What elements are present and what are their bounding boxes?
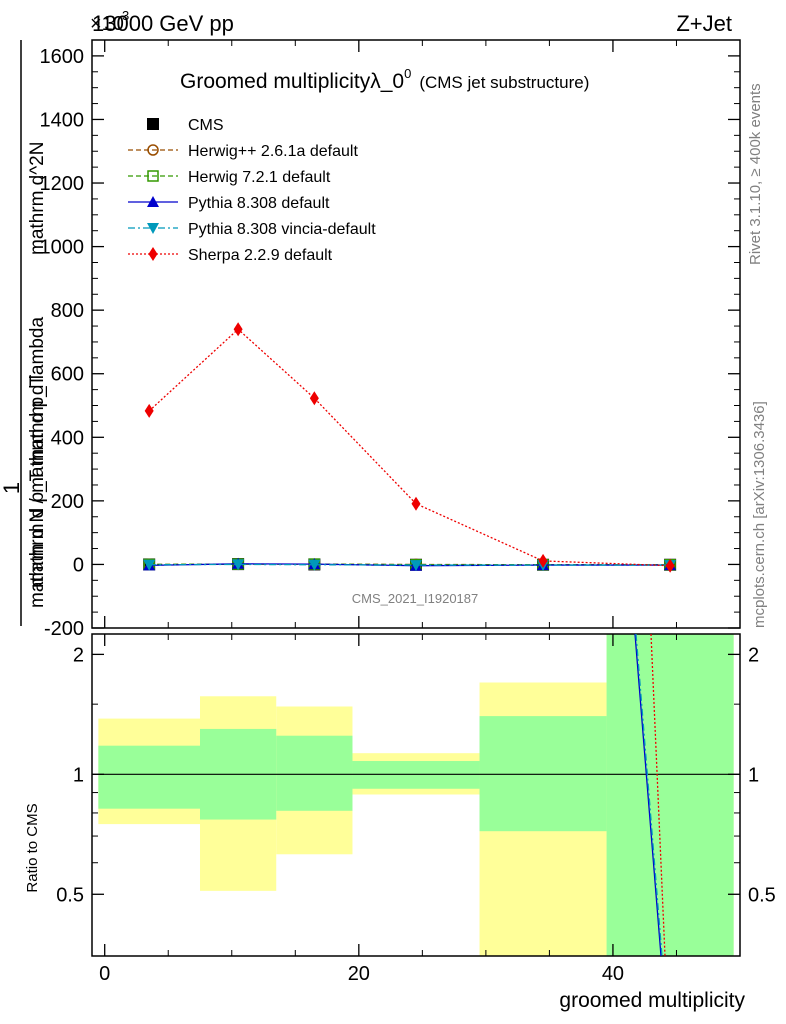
series-sherpa-2-2-9-default bbox=[144, 322, 675, 573]
data-point bbox=[411, 496, 421, 511]
y-tick-label: -200 bbox=[44, 618, 84, 640]
rivet-label: Rivet 3.1.10, ≥ 400k events bbox=[747, 83, 764, 265]
y-tick-label: 1600 bbox=[40, 46, 85, 68]
exponent-power: 3 bbox=[122, 8, 129, 23]
data-point bbox=[143, 559, 156, 571]
y-label-num: mathrm d^2N bbox=[27, 142, 48, 255]
ratio-tick-label: 0.5 bbox=[748, 884, 776, 906]
x-tick-label: 20 bbox=[348, 963, 370, 985]
ratio-tick-label: 0.5 bbox=[56, 884, 84, 906]
chart-title: Groomed multiplicityλ_00 (CMS jet substru… bbox=[180, 66, 589, 93]
mcplots-label: mcplots.cern.ch [arXiv:1306.3436] bbox=[751, 401, 768, 628]
y-tick-label: 800 bbox=[51, 300, 84, 322]
y-axis-label: 1 mathrm d N / mathrm d p_T mathrm d^2N … bbox=[0, 40, 48, 626]
ratio-line-sherpa bbox=[650, 633, 666, 957]
data-point bbox=[410, 560, 422, 572]
ratio-band-green bbox=[276, 735, 353, 811]
data-point bbox=[233, 322, 243, 337]
y-label-one: 1 bbox=[0, 482, 24, 494]
process-label: Z+Jet bbox=[676, 11, 732, 36]
data-point bbox=[665, 558, 675, 573]
data-point bbox=[309, 391, 319, 406]
x-tick-label: 0 bbox=[99, 963, 110, 985]
ratio-band-green bbox=[606, 634, 734, 956]
legend-label: Sherpa 2.2.9 default bbox=[188, 247, 333, 264]
x-tick-label: 40 bbox=[602, 963, 624, 985]
ratio-band-green bbox=[479, 716, 607, 832]
energy-label: 13000 GeV pp bbox=[92, 11, 234, 36]
ratio-line-vincia bbox=[635, 633, 663, 957]
legend-label: Herwig 7.2.1 default bbox=[188, 169, 331, 186]
data-point bbox=[144, 403, 154, 418]
legend: CMS Herwig++ 2.6.1a default Herwig 7.2.1 d… bbox=[128, 117, 376, 264]
legend-marker bbox=[147, 144, 159, 156]
y-tick-label: 1400 bbox=[40, 109, 85, 131]
data-point bbox=[538, 553, 548, 568]
legend-entry: Herwig++ 2.6.1a default bbox=[128, 143, 358, 160]
legend-entry: CMS bbox=[147, 117, 224, 134]
legend-marker bbox=[147, 223, 159, 234]
y-tick-label: 400 bbox=[51, 427, 84, 449]
y-label-d2: mathrm d p_T mathrm d lambda bbox=[27, 317, 48, 588]
y-label-denom: mathrm d N / mathrm d p_T bbox=[27, 374, 48, 608]
y-tick-label: 200 bbox=[51, 491, 84, 513]
y-tick-label: 1200 bbox=[40, 173, 85, 195]
analysis-id: CMS_2021_I1920187 bbox=[352, 591, 479, 606]
legend-marker bbox=[147, 196, 159, 207]
ratio-tick-label: 2 bbox=[748, 644, 759, 666]
ratio-y-label: Ratio to CMS bbox=[24, 803, 41, 892]
data-point bbox=[232, 559, 245, 571]
ratio-tick-label: 1 bbox=[73, 764, 84, 786]
legend-label: Pythia 8.308 default bbox=[188, 195, 330, 212]
exponent-label: ×10 bbox=[90, 13, 124, 35]
legend-label: Pythia 8.308 vincia-default bbox=[188, 221, 376, 238]
x-axis-label: groomed multiplicity bbox=[559, 989, 745, 1012]
data-point bbox=[308, 559, 321, 571]
y-tick-label: 1000 bbox=[40, 237, 85, 259]
legend-entry: Herwig 7.2.1 default bbox=[128, 169, 331, 186]
y-tick-label: 600 bbox=[51, 364, 84, 386]
series-line bbox=[148, 328, 671, 567]
series-pythia-8-308-vincia-default bbox=[143, 559, 677, 572]
legend-entry: Pythia 8.308 default bbox=[128, 195, 330, 212]
legend-marker bbox=[148, 247, 158, 261]
ratio-tick-label: 2 bbox=[73, 644, 84, 666]
legend-entry: Pythia 8.308 vincia-default bbox=[128, 221, 376, 238]
legend-entry: Sherpa 2.2.9 default bbox=[128, 247, 333, 264]
ratio-band-green bbox=[98, 745, 200, 809]
legend-label: Herwig++ 2.6.1a default bbox=[188, 143, 358, 160]
y-tick-label: 0 bbox=[73, 554, 84, 576]
legend-label: CMS bbox=[188, 117, 224, 134]
ratio-tick-label: 1 bbox=[748, 764, 759, 786]
ratio-plot-frame bbox=[91, 633, 741, 957]
legend-marker bbox=[147, 170, 159, 182]
legend-marker bbox=[147, 118, 159, 130]
series-line bbox=[149, 563, 671, 566]
main-plot-frame bbox=[91, 39, 741, 629]
ratio-line-pythia bbox=[634, 633, 662, 957]
